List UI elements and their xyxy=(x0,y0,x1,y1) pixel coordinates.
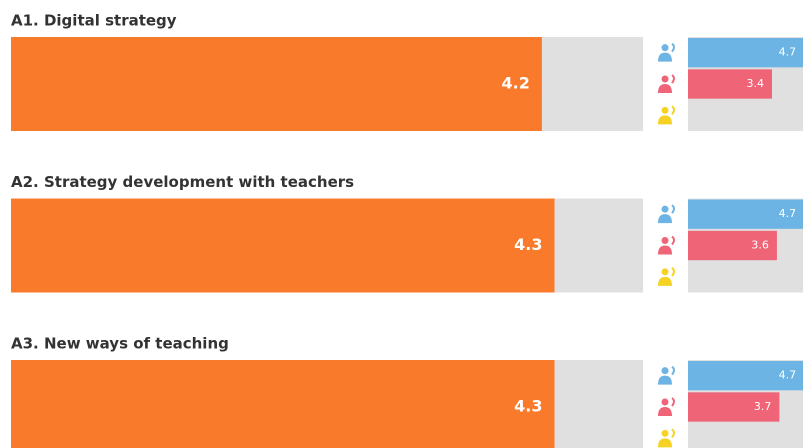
icon xyxy=(661,398,669,406)
icon xyxy=(671,365,675,376)
group-bar xyxy=(688,230,777,261)
icon xyxy=(671,74,675,84)
icon xyxy=(658,245,672,255)
overall-bar xyxy=(11,37,542,131)
group-title: A3. New ways of teaching xyxy=(11,335,229,353)
icon xyxy=(658,375,672,385)
group-label: 3.7 xyxy=(754,400,772,413)
icon xyxy=(661,205,669,213)
icon xyxy=(661,106,669,114)
group-bar xyxy=(688,392,780,422)
icon xyxy=(661,429,669,437)
icon xyxy=(671,42,675,53)
group-bar xyxy=(688,361,803,391)
group-title: A1. Digital strategy xyxy=(11,12,177,30)
icon xyxy=(658,84,672,93)
icon xyxy=(658,407,672,416)
overall-label: 4.3 xyxy=(514,235,542,254)
icon xyxy=(661,75,669,83)
icon xyxy=(658,438,672,448)
icon xyxy=(658,276,672,286)
icon xyxy=(671,428,675,438)
group-label: 3.4 xyxy=(746,77,764,90)
icon xyxy=(658,214,672,224)
icon xyxy=(661,237,669,244)
group-label: 4.7 xyxy=(779,369,797,382)
icon xyxy=(671,397,675,407)
icon xyxy=(661,268,669,276)
group-bar xyxy=(688,38,803,68)
overall-label: 4.3 xyxy=(514,397,542,416)
group-title: A2. Strategy development with teachers xyxy=(11,173,354,191)
group-label: 3.6 xyxy=(751,239,769,252)
icon xyxy=(661,367,669,375)
icon xyxy=(671,105,675,115)
overall-label: 4.2 xyxy=(502,74,530,93)
group-bar xyxy=(688,69,772,99)
icon xyxy=(671,235,675,246)
group-label: 4.7 xyxy=(779,207,797,220)
group-label: 4.7 xyxy=(779,46,797,59)
icon xyxy=(658,115,672,125)
icon xyxy=(671,267,675,277)
icon xyxy=(658,52,672,62)
overall-bar xyxy=(11,198,555,293)
group-bar xyxy=(688,199,803,229)
icon xyxy=(671,204,675,214)
overall-bar xyxy=(11,360,555,448)
icon xyxy=(661,44,669,52)
